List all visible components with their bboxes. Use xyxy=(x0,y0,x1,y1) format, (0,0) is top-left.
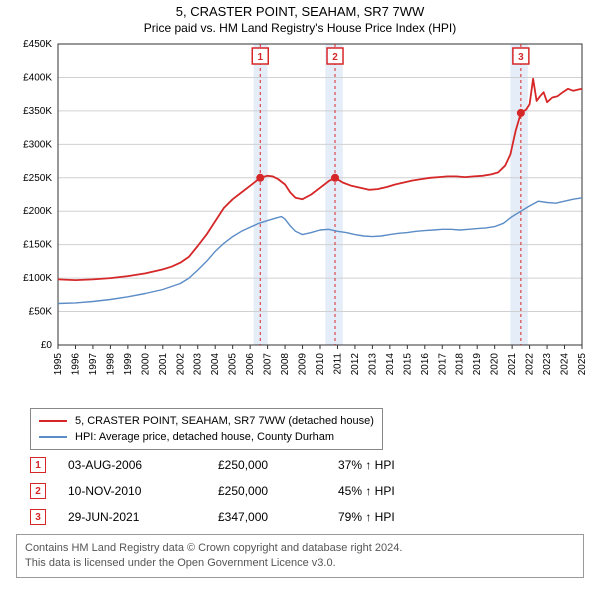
legend-swatch xyxy=(39,420,67,422)
svg-text:£250K: £250K xyxy=(23,173,52,184)
svg-text:2001: 2001 xyxy=(158,353,169,376)
sale-pct: 37% ↑ HPI xyxy=(338,458,438,472)
legend-label: 5, CRASTER POINT, SEAHAM, SR7 7WW (detac… xyxy=(75,415,374,427)
sale-price: £250,000 xyxy=(218,458,338,472)
svg-text:£350K: £350K xyxy=(23,106,52,117)
legend-row: HPI: Average price, detached house, Coun… xyxy=(39,429,374,445)
sale-marker-icon: 2 xyxy=(30,483,46,499)
chart-subtitle: Price paid vs. HM Land Registry's House … xyxy=(0,21,600,35)
svg-text:£400K: £400K xyxy=(23,72,52,83)
chart-title: 5, CRASTER POINT, SEAHAM, SR7 7WW xyxy=(0,4,600,19)
legend-label: HPI: Average price, detached house, Coun… xyxy=(75,431,334,443)
svg-text:2014: 2014 xyxy=(385,353,396,376)
sales-table: 1 03-AUG-2006 £250,000 37% ↑ HPI 2 10-NO… xyxy=(30,452,438,530)
svg-text:2020: 2020 xyxy=(490,353,501,376)
svg-text:2017: 2017 xyxy=(437,353,448,376)
chart-area: £0 £50K £100K £150K £200K £250K £300K £350K £400… xyxy=(10,40,590,400)
svg-text:1: 1 xyxy=(257,52,263,63)
sale-row: 3 29-JUN-2021 £347,000 79% ↑ HPI xyxy=(30,504,438,530)
svg-text:£450K: £450K xyxy=(23,40,52,50)
svg-text:£300K: £300K xyxy=(23,139,52,150)
svg-text:2024: 2024 xyxy=(560,353,571,376)
svg-text:2011: 2011 xyxy=(332,353,343,375)
svg-text:2: 2 xyxy=(332,52,338,63)
legend-swatch xyxy=(39,436,67,438)
svg-text:2023: 2023 xyxy=(542,353,553,376)
sale-date: 03-AUG-2006 xyxy=(68,458,218,472)
attribution-footer: Contains HM Land Registry data © Crown c… xyxy=(16,534,584,578)
svg-text:£0: £0 xyxy=(41,340,53,351)
svg-text:2012: 2012 xyxy=(350,353,361,376)
svg-text:2025: 2025 xyxy=(577,353,588,376)
footer-line: Contains HM Land Registry data © Crown c… xyxy=(25,541,575,556)
sale-price: £347,000 xyxy=(218,510,338,524)
svg-text:2022: 2022 xyxy=(525,353,536,376)
sale-row: 2 10-NOV-2010 £250,000 45% ↑ HPI xyxy=(30,478,438,504)
chart-svg: £0 £50K £100K £150K £200K £250K £300K £350K £400… xyxy=(10,40,590,400)
footer-line: This data is licensed under the Open Gov… xyxy=(25,556,575,571)
sale-marker-icon: 1 xyxy=(30,457,46,473)
legend: 5, CRASTER POINT, SEAHAM, SR7 7WW (detac… xyxy=(30,408,383,450)
svg-text:£100K: £100K xyxy=(23,273,52,284)
svg-text:£150K: £150K xyxy=(23,240,52,251)
sale-date: 29-JUN-2021 xyxy=(68,510,218,524)
svg-text:2015: 2015 xyxy=(402,353,413,376)
svg-text:3: 3 xyxy=(518,52,524,63)
svg-text:2006: 2006 xyxy=(245,353,256,376)
svg-text:2002: 2002 xyxy=(175,353,186,376)
svg-text:2009: 2009 xyxy=(298,353,309,376)
svg-text:2010: 2010 xyxy=(315,353,326,376)
svg-text:1998: 1998 xyxy=(105,353,116,376)
svg-text:2013: 2013 xyxy=(367,353,378,376)
svg-text:1996: 1996 xyxy=(70,353,81,376)
svg-text:2007: 2007 xyxy=(263,353,274,376)
svg-text:2004: 2004 xyxy=(210,353,221,376)
svg-text:2008: 2008 xyxy=(280,353,291,376)
svg-text:1999: 1999 xyxy=(123,353,134,376)
svg-text:2003: 2003 xyxy=(193,353,204,376)
svg-text:1995: 1995 xyxy=(53,353,64,376)
svg-text:£50K: £50K xyxy=(29,307,53,318)
sale-pct: 79% ↑ HPI xyxy=(338,510,438,524)
sale-pct: 45% ↑ HPI xyxy=(338,484,438,498)
svg-text:2019: 2019 xyxy=(472,353,483,376)
svg-text:2000: 2000 xyxy=(140,353,151,376)
svg-text:2018: 2018 xyxy=(455,353,466,376)
sale-price: £250,000 xyxy=(218,484,338,498)
sale-date: 10-NOV-2010 xyxy=(68,484,218,498)
sale-row: 1 03-AUG-2006 £250,000 37% ↑ HPI xyxy=(30,452,438,478)
svg-text:1997: 1997 xyxy=(88,353,99,376)
svg-text:£200K: £200K xyxy=(23,206,52,217)
chart-titles: 5, CRASTER POINT, SEAHAM, SR7 7WW Price … xyxy=(0,0,600,35)
sale-marker-icon: 3 xyxy=(30,509,46,525)
svg-text:2021: 2021 xyxy=(507,353,518,376)
svg-text:2016: 2016 xyxy=(420,353,431,376)
svg-text:2005: 2005 xyxy=(228,353,239,376)
legend-row: 5, CRASTER POINT, SEAHAM, SR7 7WW (detac… xyxy=(39,413,374,429)
